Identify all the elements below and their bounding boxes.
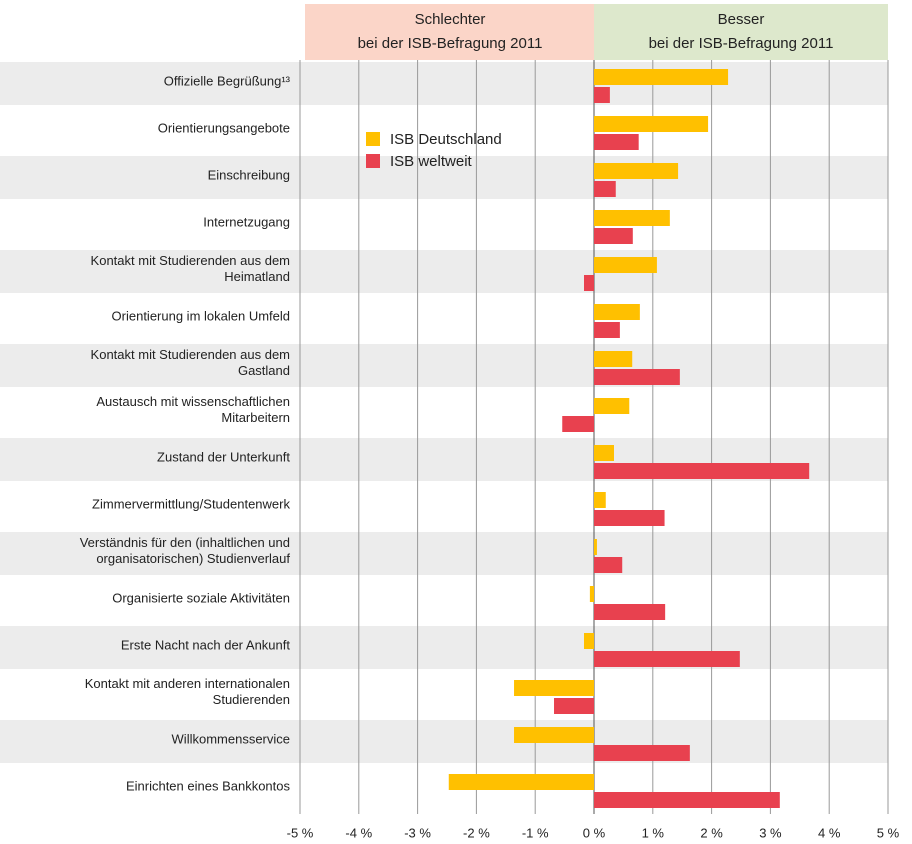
category-label: Einrichten eines Bankkontos	[126, 778, 291, 793]
bar	[594, 463, 810, 479]
bar	[514, 727, 594, 743]
category-label: Zustand der Unterkunft	[157, 449, 290, 464]
category-label: Verständnis für den (inhaltlichen und org…	[80, 535, 291, 566]
row-band	[0, 156, 888, 199]
row-band	[0, 62, 888, 105]
header-right-box	[594, 4, 888, 60]
header-left-box	[305, 4, 594, 60]
bar	[584, 275, 594, 291]
x-tick-label: -3 %	[404, 825, 431, 840]
category-label: Internetzugang	[203, 214, 290, 229]
header-left-line: bei der ISB-Befragung 2011	[358, 35, 543, 52]
bar	[594, 304, 640, 320]
bar	[594, 228, 633, 244]
row-band	[0, 532, 888, 575]
legend-label: ISB Deutschland	[390, 131, 502, 148]
legend-swatch	[366, 132, 380, 146]
bar	[554, 698, 594, 714]
bar	[589, 586, 594, 602]
bar	[448, 774, 594, 790]
category-label: Willkommensservice	[172, 731, 290, 746]
x-tick-label: 3 %	[759, 825, 782, 840]
bar	[594, 539, 597, 555]
bar	[594, 322, 620, 338]
category-label: Einschreibung	[208, 167, 290, 182]
category-label: Erste Nacht nach der Ankunft	[121, 637, 290, 652]
category-label: Kontakt mit Studierenden aus dem Gastland	[91, 347, 290, 378]
category-label: Austausch mit wissenschaftlichen Mitarbei…	[96, 394, 290, 425]
category-label: Offizielle Begrüßung¹³	[164, 73, 291, 88]
x-tick-label: 5 %	[877, 825, 900, 840]
row-band	[0, 250, 888, 293]
header-right-line: bei der ISB-Befragung 2011	[649, 35, 834, 52]
bar	[594, 116, 709, 132]
header-right-line: Besser	[718, 11, 765, 28]
bar	[594, 651, 740, 667]
x-tick-label: -4 %	[345, 825, 372, 840]
bar	[594, 745, 690, 761]
bar	[584, 633, 594, 649]
bar	[594, 210, 670, 226]
row-band	[0, 344, 888, 387]
row-band	[0, 720, 888, 763]
bar	[514, 680, 594, 696]
bar	[594, 134, 639, 150]
bar	[594, 257, 657, 273]
bar	[594, 604, 666, 620]
bar	[594, 557, 623, 573]
x-tick-label: 0 %	[583, 825, 606, 840]
bar	[594, 69, 729, 85]
category-label: Orientierungsangebote	[158, 120, 290, 135]
header-left-line: Schlechter	[415, 11, 486, 28]
x-tick-label: 2 %	[700, 825, 723, 840]
x-tick-label: 4 %	[818, 825, 841, 840]
bar	[594, 792, 780, 808]
category-label: Organisierte soziale Aktivitäten	[112, 590, 290, 605]
x-tick-label: -2 %	[463, 825, 490, 840]
bar	[594, 181, 616, 197]
legend-label: ISB weltweit	[390, 153, 473, 170]
bar	[594, 398, 630, 414]
legend-swatch	[366, 154, 380, 168]
category-label: Orientierung im lokalen Umfeld	[112, 308, 290, 323]
bar	[594, 163, 679, 179]
x-tick-label: -1 %	[522, 825, 549, 840]
bar	[594, 87, 610, 103]
bar	[594, 492, 606, 508]
category-label: Zimmervermittlung/Studentenwerk	[92, 496, 290, 511]
x-tick-label: 1 %	[642, 825, 665, 840]
bar	[594, 510, 665, 526]
row-band	[0, 626, 888, 669]
category-label: Kontakt mit anderen internationalen Studi…	[85, 676, 290, 707]
bar	[594, 369, 680, 385]
bar	[562, 416, 594, 432]
x-tick-label: -5 %	[287, 825, 314, 840]
category-label: Kontakt mit Studierenden aus dem Heimatla…	[91, 253, 290, 284]
bar	[594, 351, 633, 367]
bar	[594, 445, 614, 461]
